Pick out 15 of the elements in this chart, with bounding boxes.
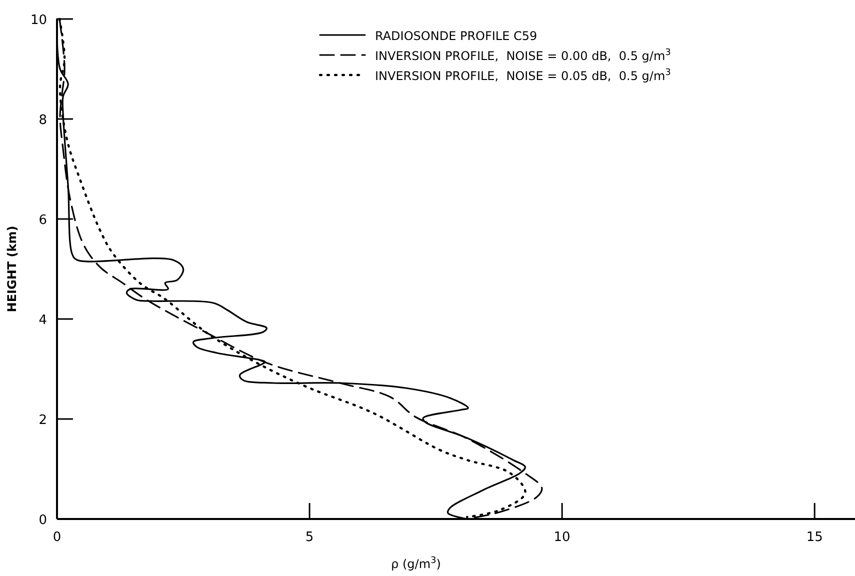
y-tick-label: 4 [38, 313, 47, 328]
x-tick-label: 0 [52, 530, 62, 545]
x-axis-title: ρ (g/m$^{3}$) [391, 556, 441, 571]
y-tick-label: 6 [38, 213, 47, 228]
x-tick-label: 10 [554, 530, 570, 545]
legend-label: INVERSION PROFILE, NOISE = 0.05 dB, 0.5 g/m$^{3}$ [375, 68, 671, 83]
x-tick-label: 15 [806, 530, 823, 545]
legend-label: INVERSION PROFILE, NOISE = 0.00 dB, 0.5 g/m$^{3}$ [375, 48, 671, 63]
y-tick-label: 2 [38, 413, 47, 428]
legend-label: RADIOSONDE PROFILE C59 [375, 29, 538, 43]
y-tick-label: 0 [38, 513, 47, 528]
y-tick-label: 8 [38, 113, 47, 128]
x-tick-label: 5 [305, 530, 314, 545]
y-axis-title: HEIGHT (km) [5, 226, 19, 312]
y-tick-label: 10 [30, 13, 47, 28]
